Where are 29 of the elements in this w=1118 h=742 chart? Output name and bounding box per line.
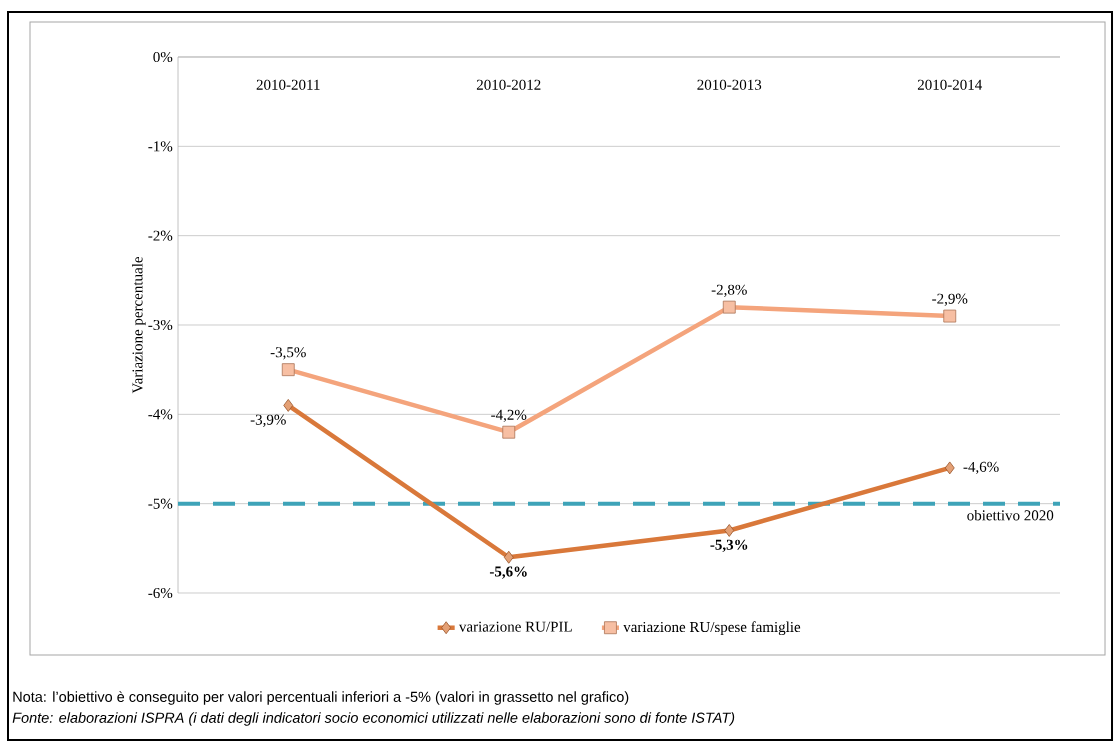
y-tick-label: -2% <box>148 230 173 241</box>
y-axis-title: Variazione percentuale <box>132 257 146 394</box>
legend-label: variazione RU/spese famiglie <box>623 621 801 636</box>
data-label: -2,9% <box>932 293 968 306</box>
legend-label: variazione RU/PIL <box>458 621 572 632</box>
data-label: -4,2% <box>491 409 527 422</box>
y-tick-label: 0% <box>153 51 173 63</box>
point <box>943 309 957 323</box>
data-label: -5,3% <box>710 539 748 552</box>
data-label: -3,9% <box>250 414 286 427</box>
x-tick-label: 2010-2012 <box>476 79 541 90</box>
y-tick-label: -3% <box>148 319 173 331</box>
point <box>722 300 736 314</box>
x-tick-label: 2010-2011 <box>256 79 320 90</box>
data-label: -4,6% <box>963 461 999 475</box>
ref-line-label: obiettivo 2020 <box>967 509 1054 521</box>
point <box>502 425 516 439</box>
x-tick-label: 2010-2013 <box>697 79 762 90</box>
y-tick-label: -4% <box>148 409 173 420</box>
data-label: -5,6% <box>489 566 527 579</box>
x-tick-label: 2010-2014 <box>917 79 983 90</box>
source-note: Fonte: elaborazioni ISPRA (i dati degli indicatori socio economici utilizzati nelle elaborazioni sono di fonte ISTAT) <box>12 712 735 726</box>
data-label: -3,5% <box>270 347 306 360</box>
point <box>281 363 295 377</box>
y-tick-label: -6% <box>148 587 173 599</box>
text: Nota: l’obiettivo è conseguito per valori percentuali inferiori a -5% (valori in grassetto nel grafico) <box>13 691 629 705</box>
y-tick-label: -1% <box>148 141 173 152</box>
data-label: -2,8% <box>711 284 747 297</box>
y-tick-label: -5% <box>148 498 173 509</box>
